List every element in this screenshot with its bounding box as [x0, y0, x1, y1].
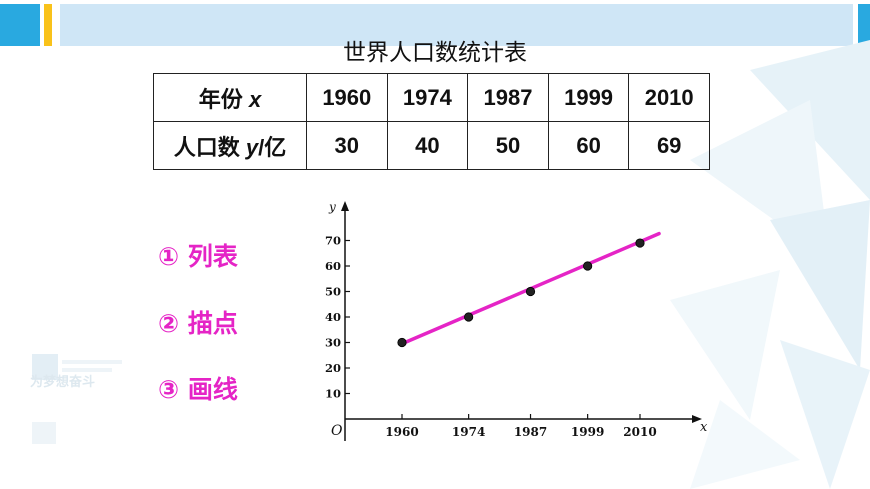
y-tick-label: 50 [325, 285, 341, 299]
population-cell: 50 [467, 121, 549, 170]
step-number: ② [158, 309, 180, 338]
population-table: 年份 x 1960 1974 1987 1999 2010 人口数 y/亿 30… [153, 73, 710, 170]
year-header-var: x [248, 86, 262, 112]
data-point [525, 286, 536, 297]
y-tick-label: 60 [325, 259, 341, 273]
y-tick-label: 40 [325, 310, 341, 324]
year-cell: 1999 [547, 73, 630, 122]
x-tick-label: 1960 [385, 425, 418, 439]
header-end-block [858, 4, 870, 46]
x-axis-arrow [692, 415, 702, 423]
population-cell: 69 [628, 121, 710, 170]
step-item: ③ 画线 [158, 373, 288, 407]
x-tick-label: 1987 [514, 425, 547, 439]
y-tick-label: 20 [325, 361, 341, 375]
x-tick-label: 2010 [623, 425, 656, 439]
year-cell: 1987 [467, 73, 549, 122]
x-tick-label: 1974 [452, 425, 485, 439]
header-band [60, 4, 853, 46]
header-blue-block [0, 4, 40, 46]
step-number: ③ [158, 375, 180, 404]
table-row-years: 年份 x 1960 1974 1987 1999 2010 [153, 73, 710, 122]
header-decoration [0, 0, 870, 50]
population-cell: 40 [386, 121, 469, 170]
population-header-cell: 人口数 y/亿 [153, 121, 307, 170]
data-point [464, 312, 474, 322]
y-tick-label: 10 [325, 387, 341, 401]
table-row-population: 人口数 y/亿 30 40 50 60 69 [153, 121, 710, 170]
year-cell: 2010 [628, 73, 710, 122]
watermark-logo: 为梦想奋斗 [28, 352, 138, 452]
svg-text:为梦想奋斗: 为梦想奋斗 [30, 374, 95, 390]
population-header-unit: /亿 [258, 134, 287, 160]
data-point [583, 261, 593, 271]
population-header-label: 人口数 [173, 134, 240, 160]
step-number: ① [158, 242, 180, 271]
year-cell: 1974 [386, 73, 469, 122]
step-label: 列表 [187, 242, 238, 271]
year-header-label: 年份 [198, 86, 243, 112]
step-item: ② 描点 [158, 307, 288, 341]
year-cell: 1960 [306, 73, 388, 122]
y-axis-arrow [341, 201, 349, 211]
table-title: 世界人口数统计表 [343, 40, 527, 66]
step-label: 描点 [187, 309, 238, 338]
y-tick-label: 30 [325, 336, 341, 350]
step-label: 画线 [187, 375, 238, 404]
header-yellow-stripe [44, 4, 52, 46]
y-tick-label: 70 [325, 234, 341, 248]
origin-label: O [331, 423, 343, 439]
population-header-var: y [245, 134, 259, 160]
y-axis-label: y [328, 200, 336, 214]
data-point [635, 238, 645, 248]
population-cell: 30 [306, 121, 388, 170]
population-cell: 60 [547, 121, 630, 170]
year-header-cell: 年份 x [153, 73, 307, 122]
step-item: ① 列表 [158, 240, 288, 274]
data-point [397, 337, 407, 348]
background-polygon-decoration [670, 40, 870, 489]
x-tick-label: 1999 [571, 425, 604, 439]
x-axis-label: x [700, 420, 708, 435]
